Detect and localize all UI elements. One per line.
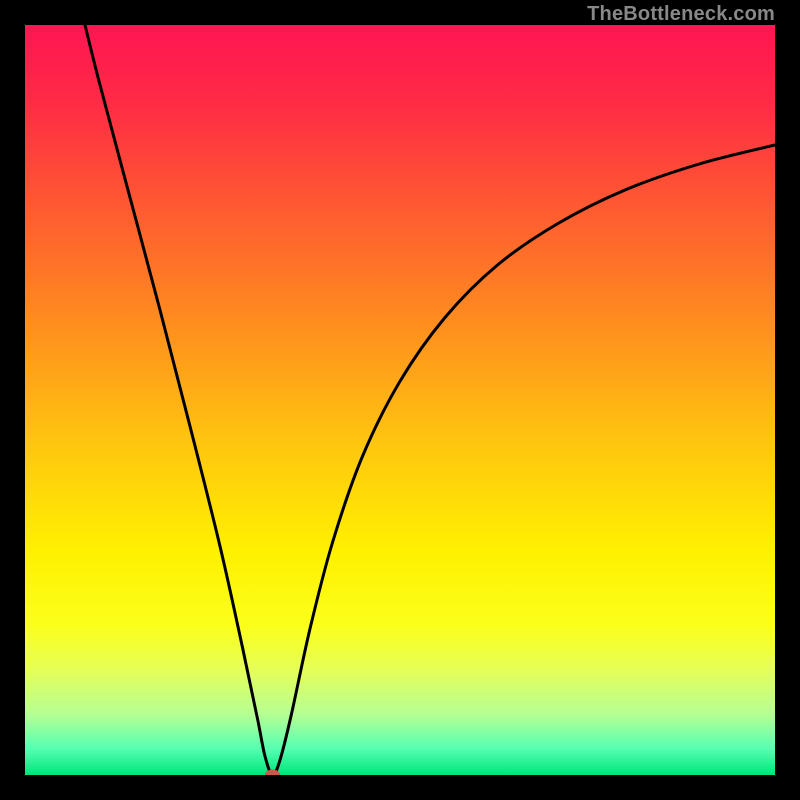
curve-layer: [25, 25, 775, 775]
plot-area: [25, 25, 775, 775]
bottleneck-chart: TheBottleneck.com: [0, 0, 800, 800]
bottleneck-curve: [85, 25, 775, 775]
watermark-label: TheBottleneck.com: [587, 3, 775, 26]
